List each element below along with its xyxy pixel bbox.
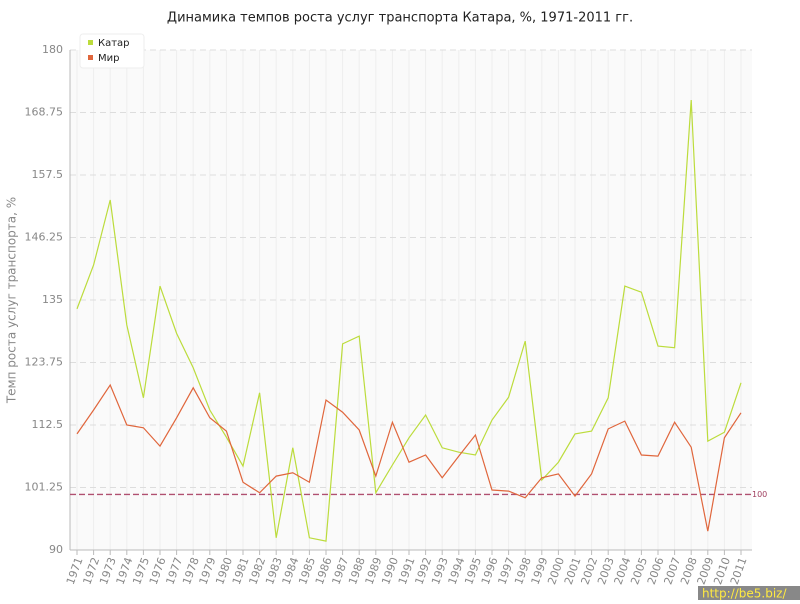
y-tick-label: 157.5 <box>32 168 64 181</box>
legend-label: Мир <box>98 53 119 64</box>
legend-box <box>79 33 145 69</box>
series-line <box>76 99 742 542</box>
y-tick-label: 90 <box>49 543 63 556</box>
chart-title: Динамика темпов роста услуг транспорта К… <box>167 11 633 26</box>
y-tick-label: 135 <box>42 293 63 306</box>
y-tick-label: 168.75 <box>25 106 64 119</box>
legend-label: Катар <box>98 38 130 49</box>
watermark-bg <box>698 586 800 600</box>
y-tick-label: 112.5 <box>32 418 64 431</box>
y-axis-label: Темп роста услуг транспорта, % <box>5 197 19 404</box>
y-tick-label: 101.25 <box>25 481 64 494</box>
y-tick-label: 123.75 <box>25 356 64 369</box>
y-tick-label: 146.25 <box>25 231 64 244</box>
y-tick-label: 180 <box>42 43 63 56</box>
legend-swatch <box>88 40 93 45</box>
legend-swatch <box>88 55 93 60</box>
reference-label: 100 <box>752 490 767 499</box>
watermark: http://be5.biz/ <box>702 587 787 601</box>
legend: Катар Мир <box>79 33 145 69</box>
series-line <box>76 383 742 532</box>
